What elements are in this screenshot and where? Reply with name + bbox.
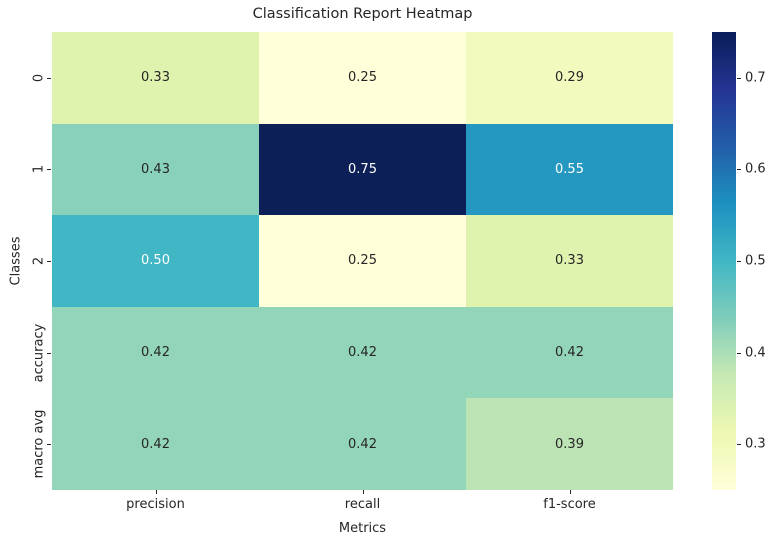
cell-value: 0.33 (141, 70, 170, 86)
x-tick-label: f1-score (543, 497, 596, 512)
cell-value: 0.25 (348, 70, 377, 86)
heatmap-cell-accuracy-precision: 0.42 (52, 306, 259, 399)
heatmap-cell-2-recall: 0.25 (259, 215, 466, 307)
cell-value: 0.42 (141, 345, 170, 361)
heatmap-cell-1-recall: 0.75 (259, 123, 466, 216)
cell-value: 0.25 (348, 253, 377, 269)
colorbar-tick-label: 0.5 (745, 253, 766, 269)
y-tick-label: 2 (31, 256, 47, 266)
heatmap-cell-1-precision: 0.43 (52, 123, 259, 216)
heatmap-cell-macro avg-f1-score: 0.39 (466, 398, 673, 490)
colorbar-tick-mark (737, 352, 741, 354)
x-tick-mark (362, 490, 364, 494)
cell-value: 0.42 (348, 345, 377, 361)
cell-value: 0.42 (141, 436, 170, 452)
colorbar-tick-mark (737, 169, 741, 171)
x-axis-label: Metrics (338, 521, 387, 536)
x-tick-label: recall (344, 497, 381, 512)
cell-value: 0.43 (141, 161, 170, 177)
y-tick-mark (47, 77, 51, 79)
heatmap-cell-0-f1-score: 0.29 (466, 32, 673, 124)
cell-value: 0.55 (555, 161, 584, 177)
cell-value: 0.50 (141, 253, 170, 269)
y-tick-mark (47, 261, 51, 262)
colorbar-tick-mark (737, 261, 741, 262)
y-tick-label: accuracy (31, 323, 47, 382)
chart-title: Classification Report Heatmap (252, 6, 473, 22)
y-tick-mark (47, 352, 51, 354)
y-tick-mark (47, 169, 51, 171)
colorbar-tick-label: 0.4 (745, 345, 766, 361)
heatmap-cell-2-f1-score: 0.33 (466, 215, 673, 307)
heatmap-cell-macro avg-precision: 0.42 (52, 398, 259, 490)
colorbar-tick-label: 0.6 (745, 161, 766, 177)
cell-value: 0.39 (555, 436, 584, 452)
heatmap-cell-2-precision: 0.50 (52, 215, 259, 307)
colorbar-tick-label: 0.7 (745, 70, 766, 86)
y-tick-label: 1 (31, 165, 47, 174)
colorbar-tick-mark (737, 444, 741, 446)
colorbar-tick-mark (737, 77, 741, 79)
cell-value: 0.29 (555, 70, 584, 86)
heatmap-cell-accuracy-f1-score: 0.42 (466, 306, 673, 399)
heatmap-cell-accuracy-recall: 0.42 (259, 306, 466, 399)
cell-value: 0.42 (555, 345, 584, 361)
colorbar (712, 32, 736, 490)
y-tick-label: macro avg (31, 409, 47, 479)
cell-value: 0.75 (348, 161, 377, 177)
colorbar-tick-label: 0.3 (745, 436, 766, 452)
heatmap-cell-0-precision: 0.33 (52, 32, 259, 124)
heatmap-grid: 0.33 0.25 0.29 0.43 0.75 0.55 0.50 0.25 0.33 0.42… (52, 32, 673, 490)
y-tick-mark (47, 444, 51, 446)
cell-value: 0.42 (348, 436, 377, 452)
x-tick-label: precision (126, 497, 185, 512)
heatmap-cell-0-recall: 0.25 (259, 32, 466, 124)
cell-value: 0.33 (555, 253, 584, 269)
y-tick-label: 0 (31, 73, 47, 82)
y-axis-label: Classes (8, 236, 24, 286)
x-tick-mark (155, 490, 157, 494)
heatmap-cell-macro avg-recall: 0.42 (259, 398, 466, 490)
heatmap-cell-1-f1-score: 0.55 (466, 123, 673, 216)
x-tick-mark (569, 490, 571, 494)
